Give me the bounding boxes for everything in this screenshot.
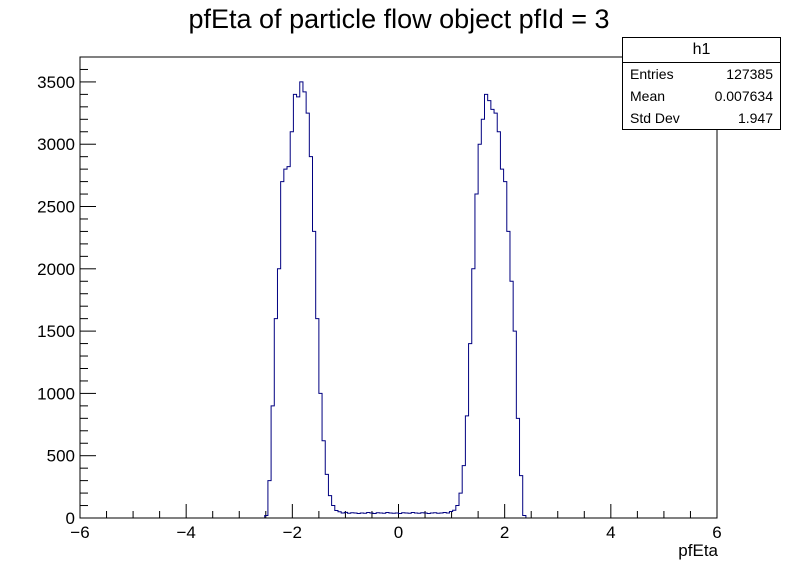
chart-title: pfEta of particle flow object pfId = 3 [188, 4, 610, 34]
stats-std-value: 1.947 [737, 110, 773, 126]
x-tick-label: 6 [712, 523, 721, 542]
y-tick-label: 500 [47, 447, 75, 466]
x-tick-label: −6 [70, 523, 89, 542]
histogram-line [264, 81, 527, 518]
y-tick-label: 3500 [37, 73, 75, 92]
x-tick-label: 0 [394, 523, 403, 542]
x-axis-label: pfEta [678, 541, 718, 560]
y-tick-label: 2000 [37, 260, 75, 279]
x-tick-label: 4 [606, 523, 615, 542]
stats-entries-label: Entries [630, 66, 674, 82]
x-tick-label: −2 [283, 523, 302, 542]
stats-std-label: Std Dev [630, 110, 680, 126]
plot-frame [79, 56, 718, 519]
stats-mean-value: 0.007634 [714, 88, 773, 104]
x-tick-label: −4 [176, 523, 195, 542]
y-tick-label: 2500 [37, 198, 75, 217]
x-tick-label: 2 [500, 523, 509, 542]
stats-box: h1 Entries 127385 Mean 0.007634 Std Dev … [622, 37, 781, 130]
stats-entries-row: Entries 127385 [623, 63, 780, 85]
stats-mean-row: Mean 0.007634 [623, 85, 780, 107]
stats-std-row: Std Dev 1.947 [623, 107, 780, 129]
y-tick-label: 1500 [37, 322, 75, 341]
stats-box-title: h1 [623, 38, 780, 63]
y-tick-label: 1000 [37, 384, 75, 403]
y-tick-label: 3000 [37, 135, 75, 154]
stats-mean-label: Mean [630, 88, 666, 104]
y-tick-label: 0 [66, 509, 75, 528]
stats-entries-value: 127385 [726, 66, 773, 82]
